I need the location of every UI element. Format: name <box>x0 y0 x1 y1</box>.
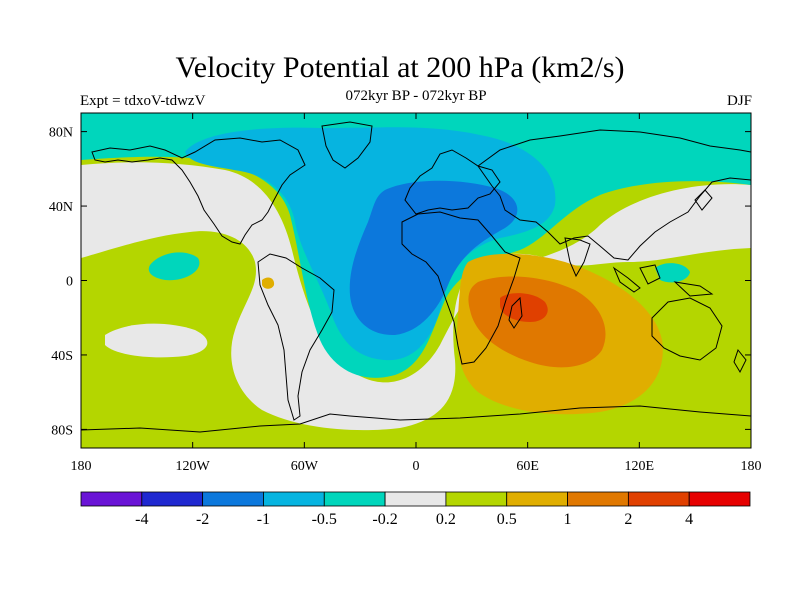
coastline-south-america <box>257 253 335 421</box>
colorbar-swatch <box>323 491 386 507</box>
x-tick-label: 120E <box>625 459 655 474</box>
coastline-new-zealand <box>733 348 747 374</box>
y-tick-label: 40S <box>51 349 73 364</box>
colorbar-swatch <box>688 491 751 507</box>
plot-subtitle-season: DJF <box>726 93 752 109</box>
plot-subtitle-period: 072kyr BP - 072kyr BP <box>345 88 487 104</box>
coastline-new-guinea <box>673 281 714 297</box>
x-tick-label: 120W <box>176 459 211 474</box>
colorbar-label: -0.2 <box>372 511 397 528</box>
coastline-borneo <box>639 264 661 285</box>
colorbar-label: 1 <box>564 511 572 528</box>
coastline-japan <box>694 189 713 211</box>
colorbar-swatch <box>567 491 629 507</box>
coastline-antarctica <box>81 405 751 433</box>
plot-subtitle-experiment: Expt = tdxoV-tdwzV <box>80 93 206 109</box>
contour-band-minus-0.5-minus-0.2-pacific <box>148 252 200 281</box>
colorbar-swatch <box>445 491 508 507</box>
coastline-australia <box>651 297 723 361</box>
coastline-greenland <box>321 121 373 169</box>
coastline-india <box>564 237 591 278</box>
x-tick-label: 180 <box>71 459 92 474</box>
contour-fields <box>81 113 751 448</box>
colorbar-label: -1 <box>257 511 270 528</box>
colorbar-label: -4 <box>135 511 148 528</box>
coastline-north-america <box>91 137 306 245</box>
colorbar-label: 0.2 <box>436 511 456 528</box>
x-tick-label: 0 <box>413 459 420 474</box>
colorbar-label: -2 <box>196 511 209 528</box>
y-tick-label: 40N <box>49 200 73 215</box>
contour-band-minus-0.5-minus-0.2-indonesia <box>655 263 690 283</box>
coastline-africa <box>401 211 521 365</box>
colorbar-swatch <box>202 491 264 507</box>
colorbar-label: 4 <box>685 511 693 528</box>
y-tick-label: 80N <box>49 126 73 141</box>
colorbar-swatch <box>263 491 325 507</box>
colorbar-swatch <box>141 491 204 507</box>
coastlines <box>81 121 751 433</box>
coastline-sumatra <box>612 266 641 293</box>
colorbar-swatch <box>384 491 447 507</box>
colorbar: -4 -2 -1 -0.5 -0.2 0.2 0.5 1 2 4 <box>80 491 751 528</box>
colorbar-swatch <box>506 491 568 507</box>
colorbar-swatch <box>80 491 143 507</box>
coastline-europe <box>404 149 501 215</box>
coastline-asia <box>477 129 751 261</box>
colorbar-label: 2 <box>624 511 632 528</box>
x-tick-label: 60W <box>291 459 319 474</box>
contour-band-0.5-1-peru <box>262 277 275 289</box>
x-tick-label: 60E <box>516 459 539 474</box>
y-tick-label: 80S <box>51 423 73 438</box>
contour-band-2-4 <box>500 293 548 322</box>
axis-ticks: 180 120W 60W 0 60E 120E 180 80N 40N 0 40S 80S <box>49 113 762 474</box>
plot-title: Velocity Potential at 200 hPa (km2/s) <box>175 51 625 84</box>
colorbar-swatch <box>627 491 690 507</box>
colorbar-label: 0.5 <box>497 511 517 528</box>
x-tick-label: 180 <box>741 459 762 474</box>
coastline-madagascar <box>508 296 523 329</box>
colorbar-label: -0.5 <box>312 511 337 528</box>
y-tick-label: 0 <box>66 275 73 290</box>
contour-band-near-zero-southwest <box>105 323 208 358</box>
